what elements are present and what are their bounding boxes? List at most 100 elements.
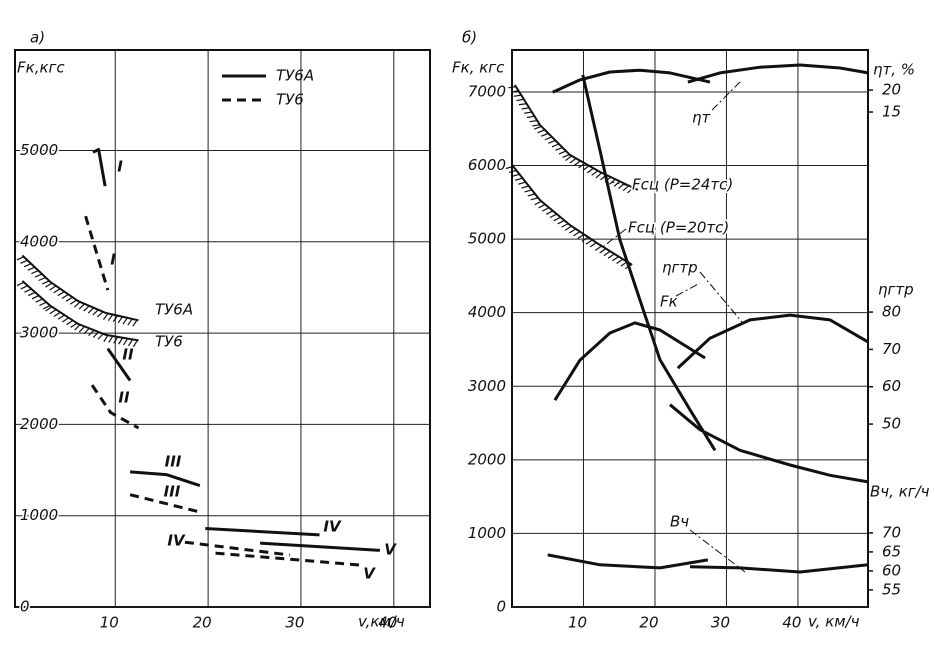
curve-label: I bbox=[110, 251, 116, 269]
hatch bbox=[604, 176, 612, 183]
series-line bbox=[676, 313, 869, 370]
hatch bbox=[573, 231, 581, 237]
series-line bbox=[215, 551, 360, 567]
y-tick-label: 60 bbox=[882, 561, 901, 579]
hatch bbox=[102, 313, 109, 320]
hatch bbox=[20, 259, 28, 264]
limit-label: ТУ6 bbox=[155, 333, 183, 351]
hatch bbox=[78, 326, 86, 333]
hatch bbox=[87, 307, 95, 314]
curve-label: V bbox=[384, 541, 397, 559]
series-line bbox=[205, 527, 320, 537]
hatch bbox=[581, 236, 589, 242]
hatch bbox=[511, 173, 520, 177]
series-line bbox=[687, 63, 869, 84]
curve-label: Вч bbox=[670, 513, 689, 531]
x-tick-label: 20 bbox=[639, 614, 658, 632]
hatch bbox=[107, 314, 114, 322]
leader-line bbox=[699, 271, 743, 323]
hatch bbox=[537, 129, 546, 134]
y-tick-label: 6000 bbox=[468, 156, 506, 174]
hatch bbox=[586, 167, 594, 174]
curve-label: ηгтр bbox=[662, 259, 698, 277]
leader-line bbox=[603, 228, 627, 247]
hatch bbox=[508, 86, 517, 89]
curve-label: I bbox=[117, 158, 123, 176]
hatch bbox=[545, 210, 554, 215]
hatch bbox=[117, 316, 124, 324]
x-tick-label: 10 bbox=[100, 614, 119, 632]
curve-label: II bbox=[122, 346, 134, 364]
hatch bbox=[38, 276, 46, 282]
hatch bbox=[524, 111, 532, 114]
curve-label: V bbox=[363, 565, 376, 583]
hatch bbox=[16, 256, 25, 261]
y-axis-label: Fк, кгс bbox=[452, 59, 505, 77]
hatch bbox=[620, 261, 628, 267]
hatch bbox=[527, 193, 536, 197]
adhesion-limit bbox=[514, 84, 639, 191]
hatch bbox=[127, 318, 133, 326]
hatch bbox=[557, 219, 565, 225]
hatch bbox=[565, 155, 573, 162]
hatch bbox=[42, 280, 50, 285]
y-tick-label: 20 bbox=[882, 81, 901, 99]
hatch bbox=[69, 299, 77, 305]
y-tick-label: 0 bbox=[20, 598, 30, 616]
hatch bbox=[549, 213, 558, 219]
hatch bbox=[577, 233, 585, 240]
hatch bbox=[132, 339, 139, 347]
y-tick-label: 4000 bbox=[468, 303, 506, 321]
adhesion-limit bbox=[511, 164, 633, 266]
x-tick-label: 40 bbox=[782, 614, 801, 632]
y-tick-label: 70 bbox=[882, 340, 901, 358]
plot-frame bbox=[511, 49, 869, 608]
curve-label: II bbox=[118, 389, 130, 407]
hatch bbox=[518, 103, 527, 106]
hatch bbox=[88, 329, 95, 336]
hatch bbox=[542, 207, 550, 212]
panel-label: б) bbox=[462, 29, 477, 47]
hatch bbox=[518, 181, 526, 185]
adhesion-limit bbox=[21, 254, 139, 322]
y-tick-label: 70 bbox=[882, 523, 901, 541]
hatch bbox=[57, 291, 65, 297]
series-line bbox=[106, 347, 132, 382]
series-line bbox=[92, 148, 107, 187]
hatch bbox=[103, 334, 109, 342]
hatch bbox=[530, 197, 539, 201]
hatch bbox=[521, 185, 529, 189]
hatch bbox=[624, 263, 632, 270]
panel-label: а) bbox=[30, 29, 45, 47]
hatch bbox=[622, 185, 630, 192]
y-tick-label: 2000 bbox=[20, 415, 58, 433]
hatch bbox=[578, 162, 586, 169]
leader-line bbox=[711, 79, 743, 111]
plot-frame bbox=[14, 49, 431, 608]
hatch bbox=[612, 256, 619, 262]
hatch bbox=[616, 258, 624, 265]
hatch bbox=[526, 115, 535, 119]
hatch bbox=[74, 324, 81, 331]
legend-label: ТУ6А bbox=[276, 67, 314, 85]
hatch bbox=[83, 305, 90, 312]
hatch bbox=[573, 160, 581, 166]
hatch bbox=[83, 327, 90, 335]
hatch bbox=[595, 245, 602, 251]
hatch bbox=[534, 200, 542, 206]
hatch bbox=[562, 154, 570, 158]
hatch bbox=[595, 172, 603, 179]
y-tick-label: 80 bbox=[882, 303, 901, 321]
curve-label: IV bbox=[323, 518, 342, 536]
hatch bbox=[24, 288, 32, 293]
hatch bbox=[561, 223, 569, 228]
hatch bbox=[53, 311, 61, 317]
series-line bbox=[547, 553, 709, 570]
hatch bbox=[564, 225, 572, 231]
hatch bbox=[532, 124, 540, 127]
hatch bbox=[558, 150, 567, 155]
series-line bbox=[90, 384, 140, 430]
leader-line bbox=[689, 529, 746, 573]
y3-axis-label: ηт, % bbox=[873, 61, 915, 79]
